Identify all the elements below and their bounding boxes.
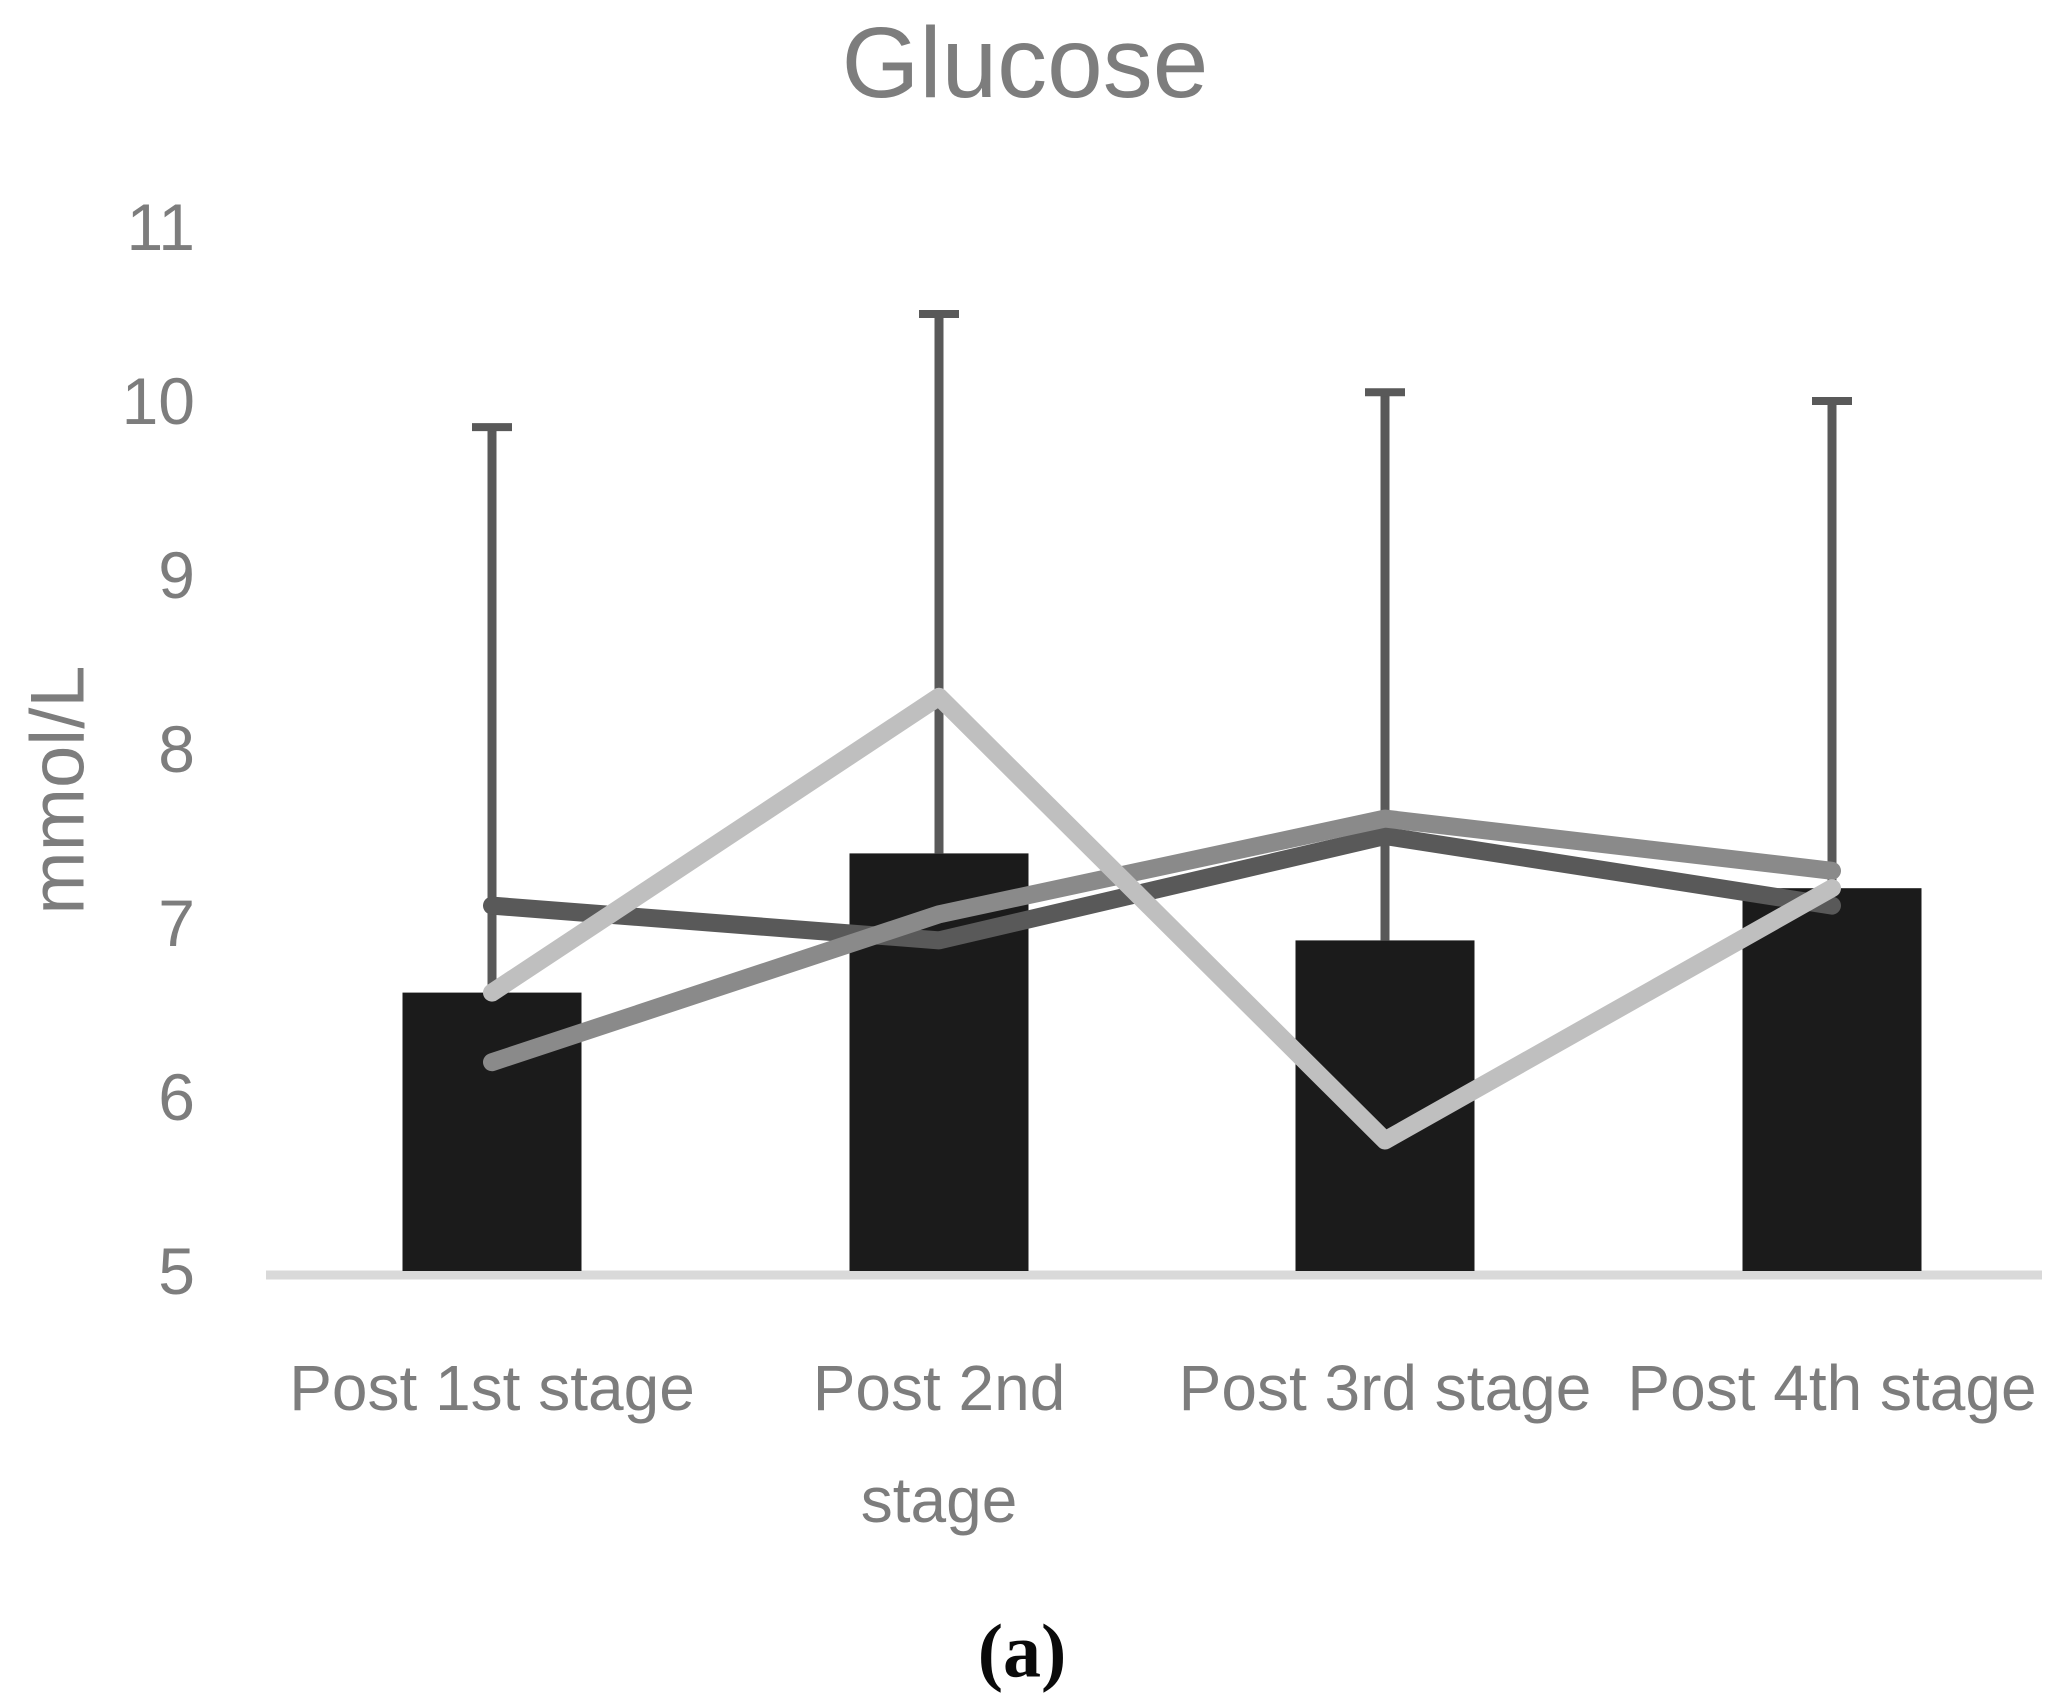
y-tick-label-6: 6 [158,1060,195,1134]
y-tick-label-11: 11 [126,190,195,264]
x-category-label-1: Post 1st stage [289,1352,695,1424]
y-tick-label-8: 8 [158,712,195,786]
x-category-label-3: Post 3rd stage [1179,1352,1592,1424]
bar-4 [1742,888,1922,1271]
line-series-2 [483,809,1841,1072]
x-category-label-2: stage [861,1464,1018,1536]
y-tick-label-7: 7 [158,886,195,960]
line-series-3 [483,687,1841,1150]
line-series-1 [483,827,1841,950]
y-tick-label-9: 9 [158,538,195,612]
chart-title: Glucose [841,7,1209,119]
y-tick-label-5: 5 [158,1234,195,1308]
y-tick-label-10: 10 [122,364,195,438]
x-category-label-4: Post 4th stage [1627,1352,2036,1424]
figure-caption: (a) [977,1609,1067,1694]
x-category-label-2: Post 2nd [813,1352,1066,1424]
